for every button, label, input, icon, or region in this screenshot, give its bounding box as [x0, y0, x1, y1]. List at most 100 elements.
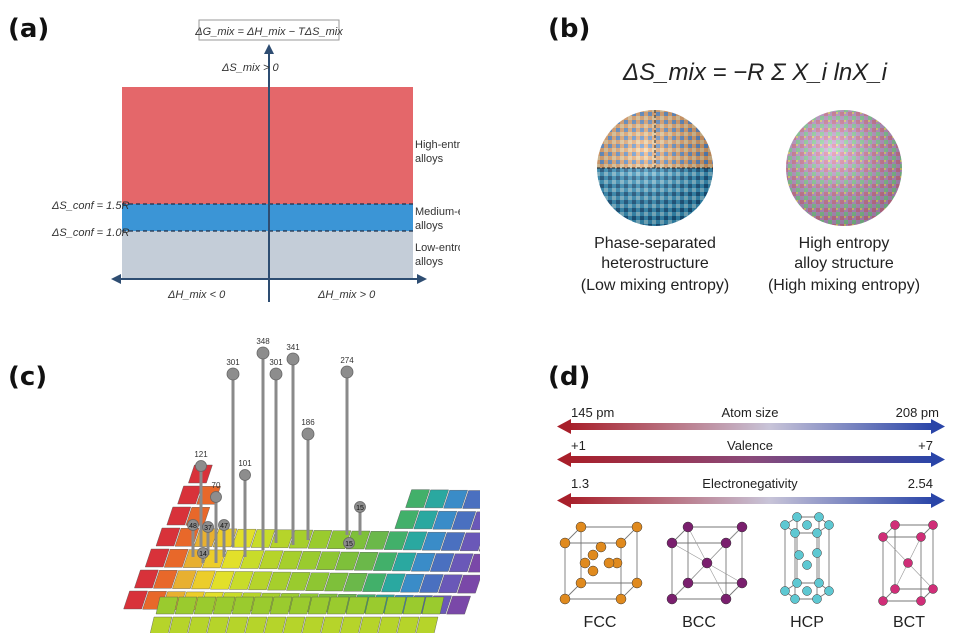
element-cell-f-block	[416, 616, 439, 633]
fcc-atom	[587, 549, 599, 561]
element-cell-f-block	[245, 616, 268, 633]
element-cell-f-block	[150, 616, 173, 633]
pin-head	[340, 365, 354, 379]
element-cell	[421, 531, 447, 551]
element-cell	[210, 570, 235, 590]
pin-head	[226, 367, 240, 381]
bct-atom	[916, 532, 926, 542]
bcc-label: BCC	[682, 614, 716, 631]
hcp-atom	[802, 560, 812, 570]
pin-value-label: 70	[212, 481, 221, 490]
element-cell	[353, 552, 379, 571]
element-cell	[144, 548, 170, 568]
hcp-atom	[790, 594, 800, 604]
hcp-atom	[794, 550, 804, 560]
element-cell	[172, 570, 197, 589]
right-caption-line-2: alloy structure	[794, 255, 894, 272]
element-cell	[296, 551, 322, 570]
pin-value-label: 121	[194, 450, 208, 459]
element-cell-f-block	[364, 596, 388, 615]
hcp-atom	[780, 586, 790, 596]
left-caption-line-3: (Low mixing entropy)	[581, 277, 730, 294]
hmix-negative-label: ΔH_mix < 0	[167, 289, 226, 301]
pin-head	[210, 491, 222, 503]
element-cell-f-block	[288, 596, 312, 615]
element-cell-f-block	[307, 596, 331, 615]
element-cell-f-block	[212, 596, 236, 615]
hcp-atom	[812, 594, 822, 604]
pin-value-label: 37	[204, 525, 212, 532]
medium-entropy-label-1: Medium-entropy	[415, 206, 460, 218]
element-cell	[229, 571, 254, 590]
bcc-atom	[736, 577, 748, 589]
bct-atom	[903, 558, 913, 568]
element-cell	[372, 552, 398, 571]
bct-atom	[878, 596, 888, 606]
sconf-low-label: ΔS_conf = 1.0R	[51, 227, 129, 239]
high-entropy-label-2: alloys	[415, 153, 444, 165]
bct-atom	[916, 596, 926, 606]
pin-value-label: 341	[286, 343, 300, 352]
crystal-structures	[559, 512, 938, 606]
element-cell-f-block	[326, 596, 350, 615]
hmix-positive-label: ΔH_mix > 0	[317, 289, 376, 301]
atom-size-arrow	[557, 419, 945, 434]
element-cell-f-block	[269, 596, 293, 615]
smix-formula: ΔS_mix = −R Σ X_i lnX_i	[622, 59, 888, 86]
high-entropy-region	[122, 87, 413, 204]
element-cell	[177, 485, 202, 505]
element-cell	[277, 550, 303, 570]
pin-value-label: 48	[189, 523, 197, 530]
pin-value-label: 15	[345, 541, 353, 548]
element-cell	[413, 510, 439, 530]
element-cell-f-block	[359, 616, 382, 633]
element-cell	[267, 571, 292, 591]
element-cell-f-block	[302, 616, 325, 633]
pin-head	[354, 501, 366, 513]
element-cell	[123, 590, 148, 610]
high-entropy-sphere	[786, 110, 902, 226]
pin-value-label: 14	[199, 551, 207, 558]
atom-size-min: 145 pm	[571, 405, 614, 420]
pin-value-label: 101	[238, 459, 252, 468]
fcc-atom	[631, 577, 643, 589]
bct-atom	[890, 520, 900, 530]
bct-atom	[878, 532, 888, 542]
element-cell-f-block	[169, 616, 192, 633]
element-cell	[405, 489, 430, 508]
bct-atom	[928, 520, 938, 530]
bcc-atom	[720, 537, 732, 549]
pin-head	[187, 519, 199, 531]
panel-a-entropy-diagram: ΔG_mix = ΔH_mix − TΔS_mix ΔS_mix > 0 Hig…	[51, 19, 460, 302]
element-cell	[220, 549, 246, 569]
pin-value-label: 186	[301, 418, 315, 427]
element-cell-f-block	[231, 596, 255, 615]
element-cell	[286, 572, 311, 591]
fcc-atom	[615, 593, 627, 605]
element-cell	[307, 530, 333, 549]
fcc-atom	[575, 521, 587, 533]
hcp-atom	[780, 520, 790, 530]
element-cell	[400, 573, 425, 593]
pin-value-label: 47	[220, 523, 228, 530]
bcc-atom	[666, 593, 678, 605]
hmix-axis-right-arrow	[417, 274, 427, 284]
element-cell-f-block	[207, 616, 230, 633]
panel-label-b: (b)	[548, 14, 591, 44]
bcc-atom	[682, 521, 694, 533]
bcc-atom	[701, 557, 713, 569]
hcp-atom	[792, 578, 802, 588]
pin-value-label: 274	[340, 356, 354, 365]
smix-axis-arrow	[264, 44, 274, 54]
pin-head	[239, 469, 251, 481]
panel-label-d: (d)	[548, 362, 591, 392]
element-cell-f-block	[321, 616, 344, 633]
bct-label: BCT	[893, 614, 925, 631]
element-cell	[383, 531, 409, 550]
element-cell	[424, 489, 449, 509]
panel-b-mixing-entropy: ΔS_mix = −R Σ X_i lnX_i Phase-separated …	[581, 59, 920, 294]
element-cell	[440, 532, 466, 551]
hcp-atom	[812, 548, 822, 558]
